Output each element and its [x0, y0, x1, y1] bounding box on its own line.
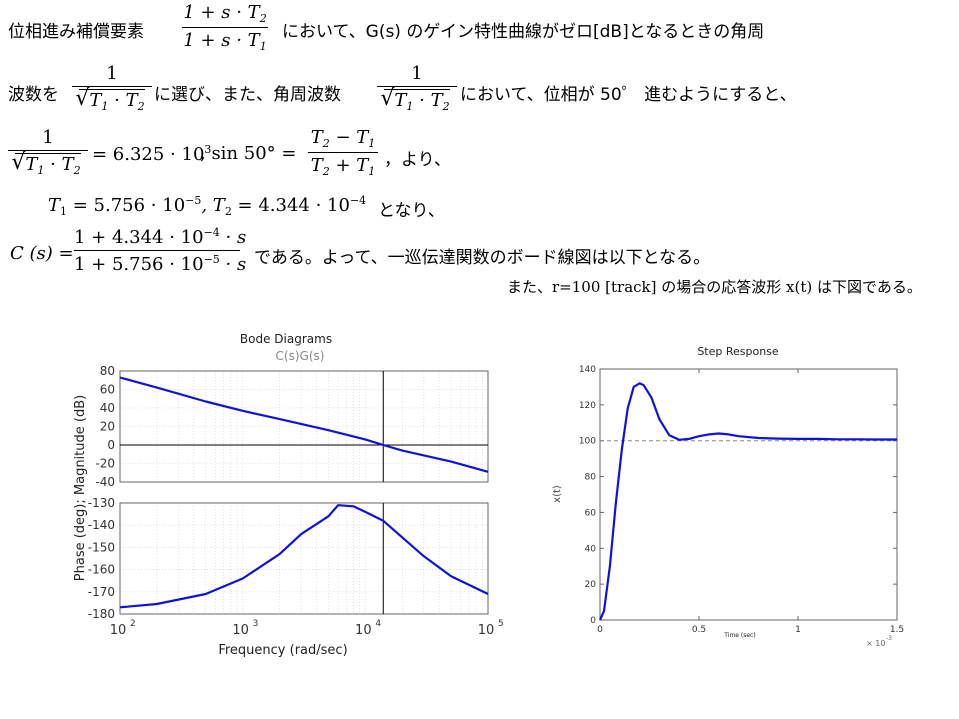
text-line5-b: である。よって、一巡伝達関数のボード線図は以下となる。 — [254, 248, 711, 268]
step-title: Step Response — [697, 345, 779, 358]
bode-phase-tick-label: -150 — [88, 540, 115, 554]
text-line1-b: において、G(s) のゲイン特性曲線がゼロ[dB]となるときの角周 — [282, 22, 765, 42]
bode-x-tick-exponent: 4 — [375, 619, 381, 629]
step-y-tick-label: 60 — [585, 508, 597, 518]
step-y-tick-label: 80 — [585, 473, 597, 483]
step-x-tick-label: 0.5 — [692, 625, 706, 635]
sin-fraction: T2 − T1 T2 + T1 — [308, 127, 378, 178]
lead-compensator-fraction: 1 + s · T2 1 + s · T1 — [182, 2, 268, 53]
step-y-tick-label: 0 — [590, 616, 596, 626]
bode-x-tick-exponent: 3 — [253, 619, 259, 629]
text-line2-b: に選び、また、角周波数 — [154, 85, 341, 105]
bode-x-tick-label: 10 — [232, 623, 249, 638]
bode-phase-tick-label: -130 — [88, 496, 115, 510]
t-values: T1 = 5.756 · 10−5, T2 = 4.344 · 10−4 — [48, 194, 367, 218]
frac1-den-sub: 1 — [259, 40, 267, 53]
step-y-label: x(t) — [552, 485, 563, 503]
step-x-label: Time (sec) — [723, 632, 755, 639]
bode-mag-tick-label: 0 — [107, 438, 115, 452]
bode-mag-tick-label: -20 — [95, 457, 115, 471]
c-of-s-label: C (s) = — [10, 243, 74, 264]
omega-value: = 6.325 · 103 — [92, 143, 212, 165]
bode-magnitude-series — [119, 376, 489, 473]
text-line1-a: 位相進み補償要素 — [8, 22, 144, 42]
frac1-num: 1 + s · T — [183, 2, 260, 23]
bode-phase-frame — [119, 502, 489, 615]
bode-x-tick-exponent: 5 — [498, 619, 504, 629]
text-line6: また、r=100 [track] の場合の応答波形 x(t) は下図である。 — [507, 278, 922, 296]
one: 1 — [42, 127, 54, 148]
step-response-series — [598, 382, 897, 621]
bode-x-tick-label: 10 — [355, 623, 372, 638]
bode-mag-tick-label: 60 — [100, 383, 115, 397]
inv-sqrt-fraction-1: 1 T1 · T2 — [72, 63, 152, 113]
text-line2-c: において、位相が 50゜ 進むようにすると、 — [460, 85, 797, 105]
step-x-tick-label: 1 — [795, 625, 801, 635]
frac1-num-sub: 2 — [259, 12, 267, 25]
bode-mag-tick-label: 40 — [100, 401, 115, 415]
sin-equals: , sin 50° = — [200, 143, 297, 164]
bode-y-label: Phase (deg); Magnitude (dB) — [73, 395, 88, 581]
step-y-tick-label: 140 — [579, 365, 596, 375]
step-x-exponent-note: × 10 — [866, 639, 885, 648]
text-line2-a: 波数を — [8, 85, 59, 105]
bode-phase-tick-label: -180 — [88, 607, 115, 621]
step-y-tick-label: 20 — [585, 580, 597, 590]
bode-phase-tick-label: -140 — [88, 518, 115, 532]
bode-magnitude-frame — [119, 370, 489, 483]
c-of-s-fraction: 1 + 4.344 · 10−4 · s 1 + 5.756 · 10−5 · … — [74, 226, 247, 275]
step-y-tick-label: 40 — [585, 544, 597, 554]
bode-x-tick-label: 10 — [478, 623, 495, 638]
bode-phase-tick-label: -170 — [88, 585, 115, 599]
bode-x-tick-label: 10 — [110, 623, 127, 638]
bode-mag-tick-label: 20 — [100, 420, 115, 434]
text-line3-c: ，より、 — [384, 150, 451, 170]
step-x-tick-label: 0 — [597, 625, 603, 635]
one: 1 — [411, 63, 423, 84]
step-y-tick-label: 100 — [579, 437, 596, 447]
step-x-tick-label: 1.5 — [890, 625, 904, 635]
bode-x-tick-exponent: 2 — [130, 619, 136, 629]
bode-x-label: Frequency (rad/sec) — [218, 643, 347, 658]
bode-title: Bode Diagrams — [240, 332, 332, 346]
bode-mag-tick-label: 80 — [100, 364, 115, 378]
one: 1 — [106, 63, 118, 84]
inv-sqrt-fraction-3: 1 T1 · T2 — [8, 127, 88, 177]
step-frame — [599, 368, 898, 621]
bode-subtitle: C(s)G(s) — [276, 349, 325, 363]
bode-phase-tick-label: -160 — [88, 563, 115, 577]
inv-sqrt-fraction-2: 1 T1 · T2 — [377, 63, 457, 113]
step-y-tick-label: 120 — [579, 401, 596, 411]
bode-mag-tick-label: -40 — [95, 475, 115, 489]
step-x-exponent: -3 — [886, 635, 892, 642]
bode-phase-series — [119, 504, 489, 609]
frac1-den: 1 + s · T — [183, 30, 260, 51]
text-line4-e: となり、 — [378, 201, 445, 221]
